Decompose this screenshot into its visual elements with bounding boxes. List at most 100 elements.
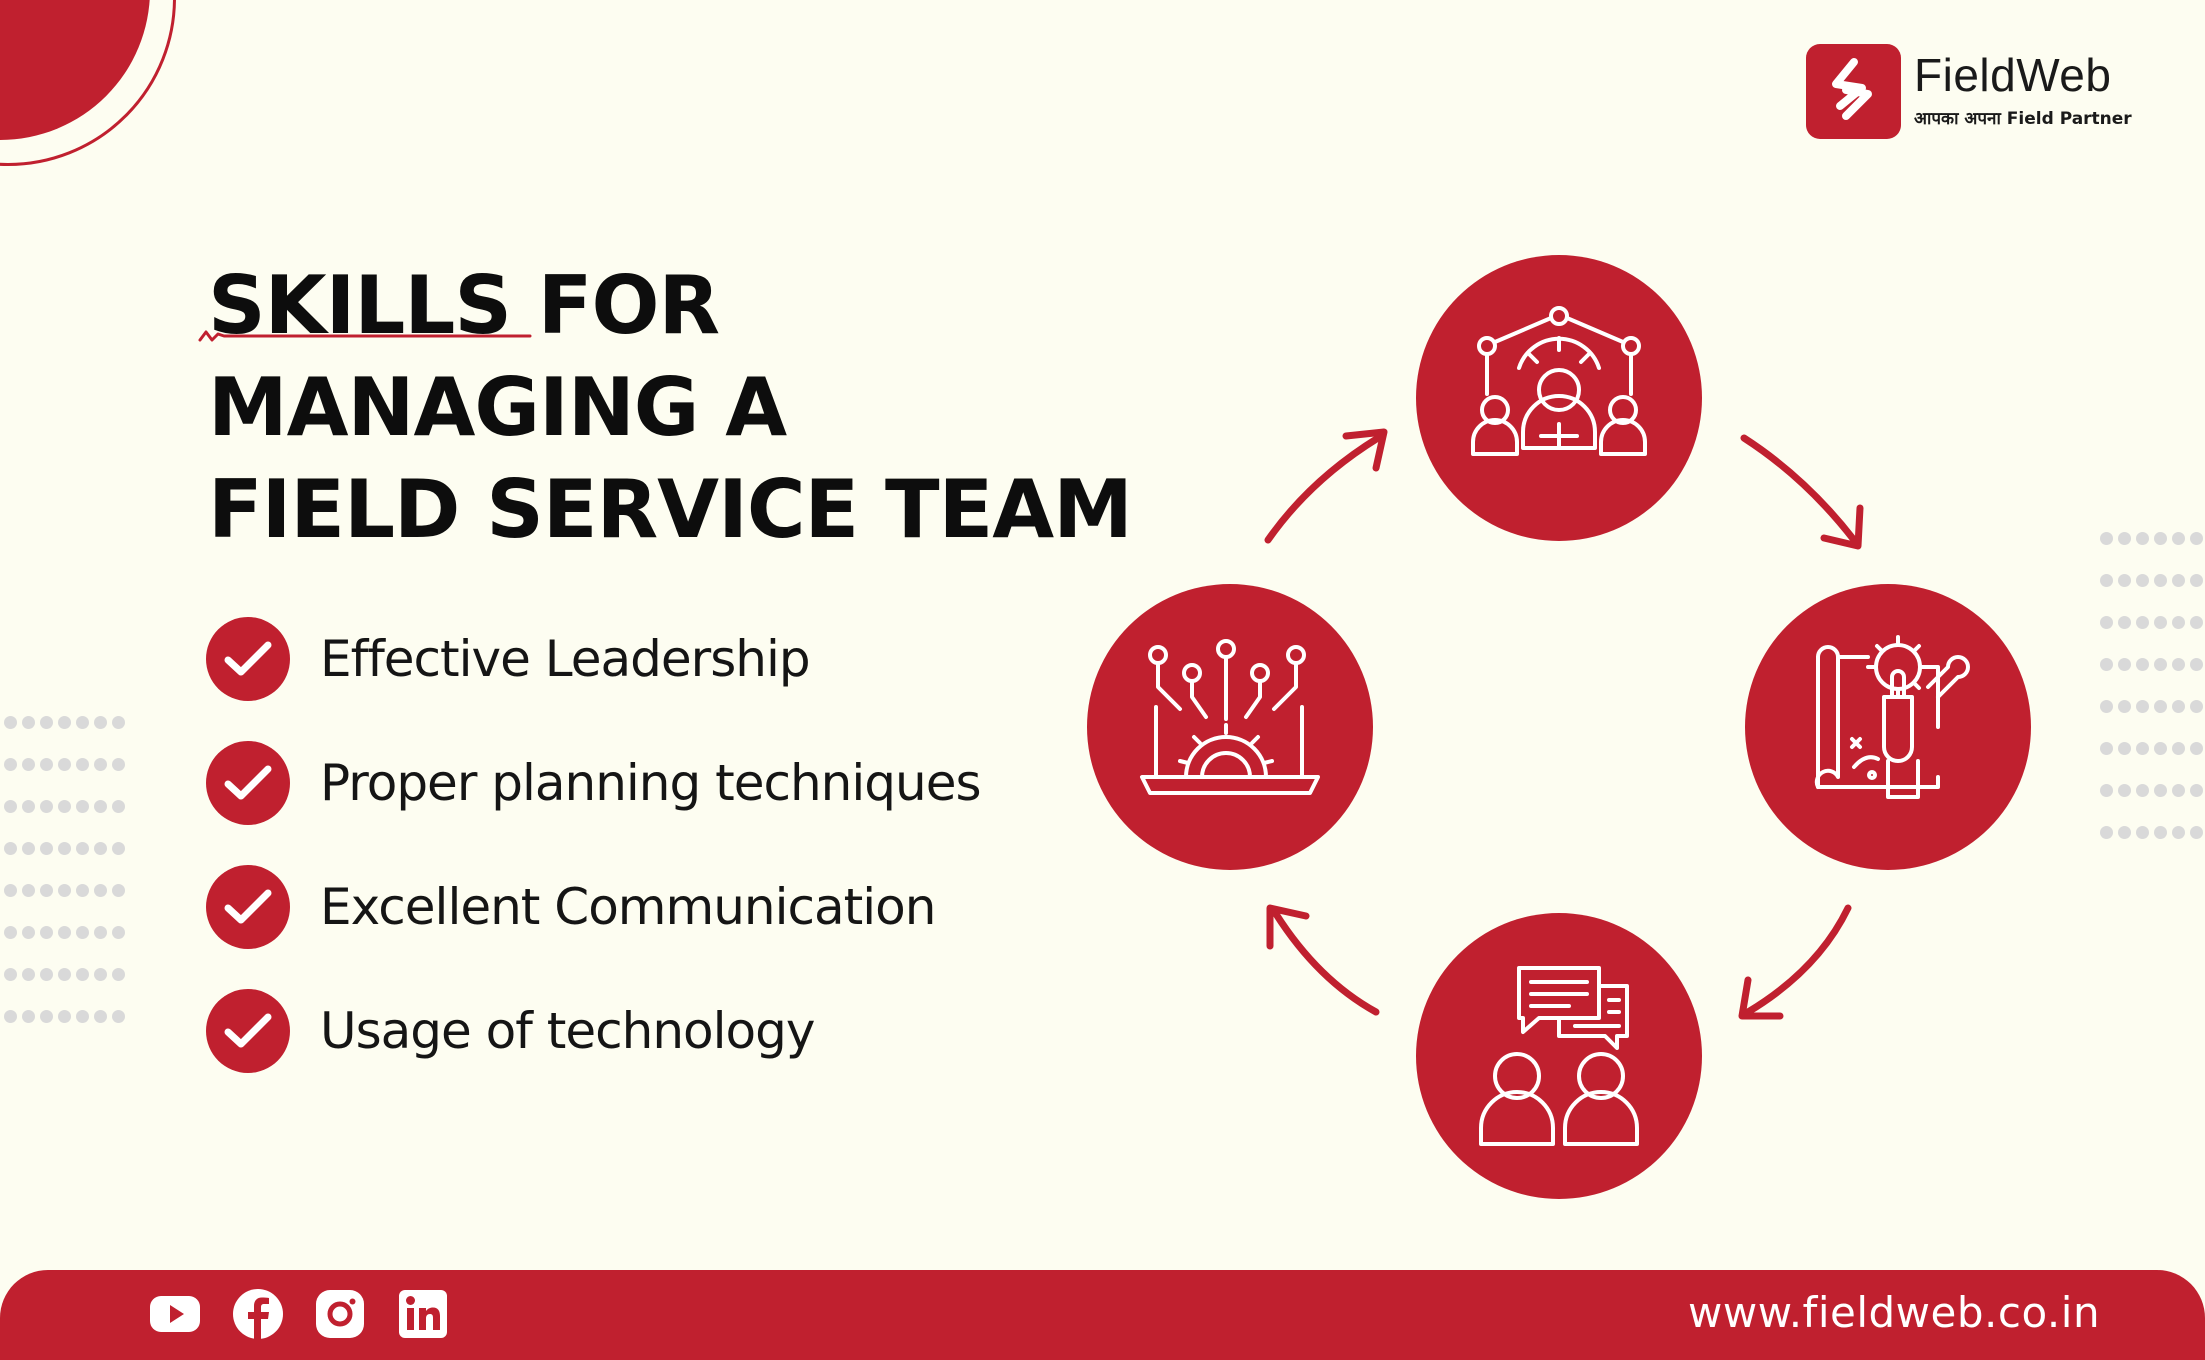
brand-name: FieldWeb <box>1914 49 2112 101</box>
decorative-dot <box>22 758 35 771</box>
decorative-dot <box>2118 700 2131 713</box>
skill-item: Excellent Communication <box>206 864 936 950</box>
decorative-dot <box>2100 574 2113 587</box>
title-underline <box>198 330 532 342</box>
check-icon <box>206 617 290 701</box>
decorative-dot <box>2118 784 2131 797</box>
decorative-dot <box>58 968 71 981</box>
cycle-node-right <box>1745 584 2031 870</box>
decorative-dot <box>2190 826 2203 839</box>
linkedin-icon[interactable] <box>396 1287 450 1341</box>
decorative-dot-grid-right <box>2100 532 2203 839</box>
decorative-dot <box>2100 700 2113 713</box>
planning-blueprint-icon <box>1814 635 1970 799</box>
decorative-dot <box>2172 616 2185 629</box>
decorative-dot <box>112 1010 125 1023</box>
decorative-dot <box>58 1010 71 1023</box>
decorative-dot <box>22 926 35 939</box>
decorative-dot <box>2172 658 2185 671</box>
decorative-dot <box>76 884 89 897</box>
skill-label: Usage of technology <box>320 1002 815 1060</box>
decorative-dot <box>2118 658 2131 671</box>
decorative-dot <box>40 968 53 981</box>
decorative-dot <box>94 884 107 897</box>
check-icon <box>206 989 290 1073</box>
decorative-dot <box>40 1010 53 1023</box>
cycle-node-left <box>1087 584 1373 870</box>
arrow-up-left-icon <box>1266 904 1380 1016</box>
decorative-dot <box>94 926 107 939</box>
decorative-dot <box>4 716 17 729</box>
decorative-dot <box>22 842 35 855</box>
decorative-dot <box>2136 784 2149 797</box>
decorative-dot <box>112 926 125 939</box>
technology-laptop-gear-icon <box>1140 639 1320 795</box>
decorative-dot <box>58 842 71 855</box>
decorative-dot <box>2154 700 2167 713</box>
decorative-dot <box>2136 742 2149 755</box>
decorative-dot <box>94 842 107 855</box>
decorative-dot <box>76 800 89 813</box>
decorative-dot <box>76 758 89 771</box>
decorative-dot <box>4 926 17 939</box>
decorative-dot <box>58 800 71 813</box>
decorative-dot <box>22 968 35 981</box>
decorative-dot <box>2118 532 2131 545</box>
decorative-dot <box>112 842 125 855</box>
decorative-dot <box>40 926 53 939</box>
decorative-dot <box>40 884 53 897</box>
decorative-dot <box>4 1010 17 1023</box>
decorative-dot <box>2136 574 2149 587</box>
page-title: SKILLS FOR MANAGING A FIELD SERVICE TEAM <box>208 255 1133 561</box>
arrow-down-left-icon <box>1738 904 1852 1020</box>
decorative-dot <box>76 1010 89 1023</box>
decorative-dot <box>2136 658 2149 671</box>
decorative-dot <box>22 800 35 813</box>
decorative-dot <box>76 716 89 729</box>
youtube-icon[interactable] <box>148 1287 202 1341</box>
decorative-dot-grid-left <box>4 716 125 1023</box>
decorative-dot <box>58 884 71 897</box>
cycle-node-top <box>1416 255 1702 541</box>
decorative-dot <box>58 716 71 729</box>
check-icon <box>206 865 290 949</box>
decorative-dot <box>2100 784 2113 797</box>
decorative-dot <box>4 968 17 981</box>
decorative-dot <box>2190 784 2203 797</box>
decorative-dot <box>94 800 107 813</box>
instagram-icon[interactable] <box>313 1287 367 1341</box>
team-leader-network-icon <box>1471 306 1647 456</box>
decorative-dot <box>2100 826 2113 839</box>
decorative-dot <box>2100 616 2113 629</box>
skill-item: Effective Leadership <box>206 616 811 702</box>
decorative-dot <box>2118 826 2131 839</box>
skill-label: Proper planning techniques <box>320 754 981 812</box>
decorative-dot <box>112 968 125 981</box>
decorative-dot <box>4 800 17 813</box>
decorative-dot <box>94 716 107 729</box>
footer-bar <box>0 1270 2205 1360</box>
skill-label: Excellent Communication <box>320 878 936 936</box>
decorative-dot <box>76 926 89 939</box>
skill-label: Effective Leadership <box>320 630 811 688</box>
decorative-dot <box>2190 658 2203 671</box>
decorative-dot <box>94 758 107 771</box>
decorative-dot <box>2172 700 2185 713</box>
facebook-icon[interactable] <box>231 1287 285 1341</box>
decorative-dot <box>112 758 125 771</box>
decorative-dot <box>40 716 53 729</box>
decorative-dot <box>4 758 17 771</box>
decorative-dot <box>2190 616 2203 629</box>
decorative-dot <box>2136 616 2149 629</box>
website-link[interactable]: www.fieldweb.co.in <box>1688 1288 2101 1337</box>
decorative-dot <box>94 1010 107 1023</box>
decorative-dot <box>2190 574 2203 587</box>
decorative-dot <box>58 758 71 771</box>
decorative-dot <box>40 758 53 771</box>
arrow-down-right-icon <box>1740 434 1864 550</box>
decorative-dot <box>58 926 71 939</box>
decorative-dot <box>40 800 53 813</box>
decorative-dot <box>2154 574 2167 587</box>
decorative-dot <box>112 884 125 897</box>
decorative-dot <box>94 968 107 981</box>
